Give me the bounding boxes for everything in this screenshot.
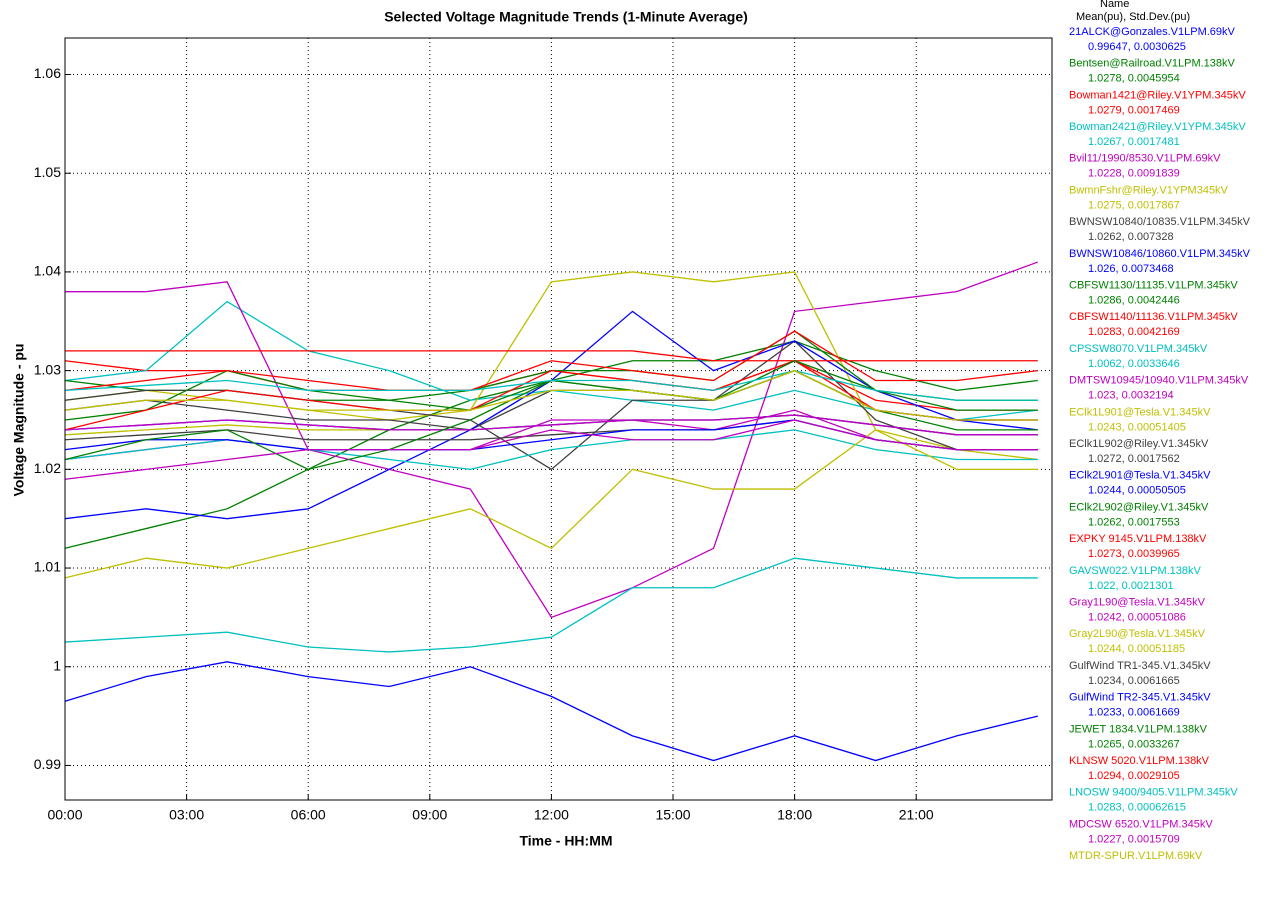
legend-stats: 1.0272, 0.0017562	[1088, 453, 1180, 465]
series-line	[65, 261, 1039, 619]
series-line	[64, 429, 1038, 579]
x-tick-label: 09:00	[412, 807, 447, 823]
legend-entry: GAVSW022.V1LPM.138kV	[1069, 565, 1202, 577]
legend-stats: 1.0283, 0.00062615	[1088, 802, 1186, 814]
legend-entry: EClk1L902@Riley.V1.345kV	[1069, 438, 1209, 450]
legend-stats: 1.022, 0.0021301	[1088, 580, 1174, 592]
legend-entry: CBFSW1140/11136.V1LPM.345kV	[1069, 311, 1238, 323]
x-tick-label: 03:00	[169, 807, 204, 823]
legend-entry: CPSSW8070.V1LPM.345kV	[1069, 343, 1208, 355]
legend-stats: 1.0275, 0.0017867	[1088, 199, 1180, 211]
x-tick-label: 15:00	[655, 807, 690, 823]
legend-stats: 1.0283, 0.0042169	[1088, 326, 1180, 338]
legend-entry: BwmnFshr@Riley.V1YPM345kV	[1069, 184, 1229, 196]
legend-stats: 1.0267, 0.0017481	[1088, 136, 1180, 148]
legend-entry: BWNSW10846/10860.V1LPM.345kV	[1069, 248, 1251, 260]
legend-stats: 1.0279, 0.0017469	[1088, 104, 1180, 116]
series-line	[64, 419, 1038, 480]
legend-entry: LNOSW 9400/9405.V1LPM.345kV	[1069, 787, 1238, 799]
legend-entry: Gray1L90@Tesla.V1.345kV	[1069, 597, 1206, 609]
legend-entry: EClk2L902@Riley.V1.345kV	[1069, 501, 1209, 513]
legend-stats: 1.0278, 0.0045954	[1088, 73, 1180, 85]
legend-stats: 1.0262, 0.007328	[1088, 231, 1174, 243]
y-tick-label: 1.06	[34, 65, 61, 81]
legend-stats: 1.0243, 0.00051405	[1088, 421, 1186, 433]
series-line	[64, 414, 1038, 436]
legend-stats: 1.0062, 0.0033646	[1088, 358, 1180, 370]
legend-entry: Bentsen@Railroad.V1LPM.138kV	[1069, 58, 1236, 70]
legend-stats: 1.0265, 0.0033267	[1088, 738, 1180, 750]
y-tick-label: 1.05	[34, 164, 61, 180]
legend-stats: 1.0273, 0.0039965	[1088, 548, 1180, 560]
legend-entry: Bowman2421@Riley.V1YPM.345kV	[1069, 121, 1246, 133]
legend-stats: 1.0294, 0.0029105	[1088, 770, 1180, 782]
series-line	[64, 557, 1038, 653]
y-axis-label: Voltage Magnitude - pu	[11, 344, 27, 497]
series-line	[65, 350, 1038, 362]
legend-entry: GulfWind TR1-345.V1.345kV	[1069, 660, 1211, 672]
series-line	[64, 369, 1038, 421]
legend-entry: EXPKY 9145.V1LPM.138kV	[1069, 533, 1207, 545]
legend-entry: MDCSW 6520.V1LPM.345kV	[1069, 818, 1213, 830]
legend-stats: 1.0262, 0.0017553	[1088, 516, 1180, 528]
legend-entry: EClk2L901@Tesla.V1.345kV	[1069, 470, 1211, 482]
x-tick-label: 18:00	[777, 807, 812, 823]
legend-stats: 1.0244, 0.00050505	[1088, 485, 1186, 497]
legend-entry: KLNSW 5020.V1LPM.138kV	[1069, 755, 1210, 767]
series-line	[64, 330, 1038, 392]
chart-title: Selected Voltage Magnitude Trends (1-Min…	[384, 9, 748, 25]
legend-stats: 1.0242, 0.00051086	[1088, 612, 1186, 624]
plot-frame	[64, 37, 1053, 801]
series-line	[64, 369, 1038, 401]
y-tick-label: 1.04	[34, 263, 61, 279]
y-tick-label: 1.03	[34, 361, 61, 377]
legend-entry: BWNSW10840/10835.V1LPM.345kV	[1069, 216, 1251, 228]
legend-entry: GulfWind TR2-345.V1.345kV	[1069, 692, 1211, 704]
legend-entry: Bvil11/1990/8530.V1LPM.69kV	[1069, 153, 1221, 165]
x-tick-label: 06:00	[291, 807, 326, 823]
legend-entry: DMTSW10945/10940.V1LPM.345kV	[1069, 375, 1249, 387]
legend-stats: 1.0244, 0.00051185	[1088, 643, 1185, 655]
y-tick-label: 1.02	[34, 460, 61, 476]
x-tick-label: 00:00	[47, 807, 82, 823]
legend-stats: 1.0233, 0.0061669	[1088, 707, 1180, 719]
legend-stats: 1.026, 0.0073468	[1088, 263, 1174, 275]
legend-stats: 0.99647, 0.0030625	[1088, 41, 1186, 53]
legend-entry: MTDR-SPUR.V1LPM.69kV	[1069, 850, 1203, 862]
legend-stats: 1.0286, 0.0042446	[1088, 295, 1180, 307]
legend-entry: Bowman1421@Riley.V1YPM.345kV	[1069, 89, 1246, 101]
x-axis-label: Time - HH:MM	[519, 833, 612, 849]
legend-stats: 1.0234, 0.0061665	[1088, 675, 1180, 687]
y-tick-label: 1	[53, 657, 61, 673]
x-tick-label: 12:00	[534, 807, 569, 823]
legend-subtitle: Mean(pu), Std.Dev.(pu)	[1076, 11, 1190, 23]
x-tick-label: 21:00	[899, 807, 934, 823]
legend-entry: Gray2L90@Tesla.V1.345kV	[1069, 628, 1206, 640]
legend-entry: EClk1L901@Tesla.V1.345kV	[1069, 406, 1211, 418]
legend-stats: 1.0228, 0.0091839	[1088, 168, 1180, 180]
legend-title: Name	[1100, 0, 1129, 10]
legend-entry: 21ALCK@Gonzales.V1LPM.69kV	[1069, 26, 1236, 38]
legend-stats: 1.023, 0.0032194	[1088, 390, 1174, 402]
legend-stats: 1.0227, 0.0015709	[1088, 833, 1180, 845]
series-line	[64, 661, 1038, 762]
y-tick-label: 1.01	[34, 559, 61, 575]
legend-entry: JEWET 1834.V1LPM.138kV	[1069, 723, 1208, 735]
y-tick-label: 0.99	[34, 756, 61, 772]
legend-entry: CBFSW1130/11135.V1LPM.345kV	[1069, 280, 1238, 292]
